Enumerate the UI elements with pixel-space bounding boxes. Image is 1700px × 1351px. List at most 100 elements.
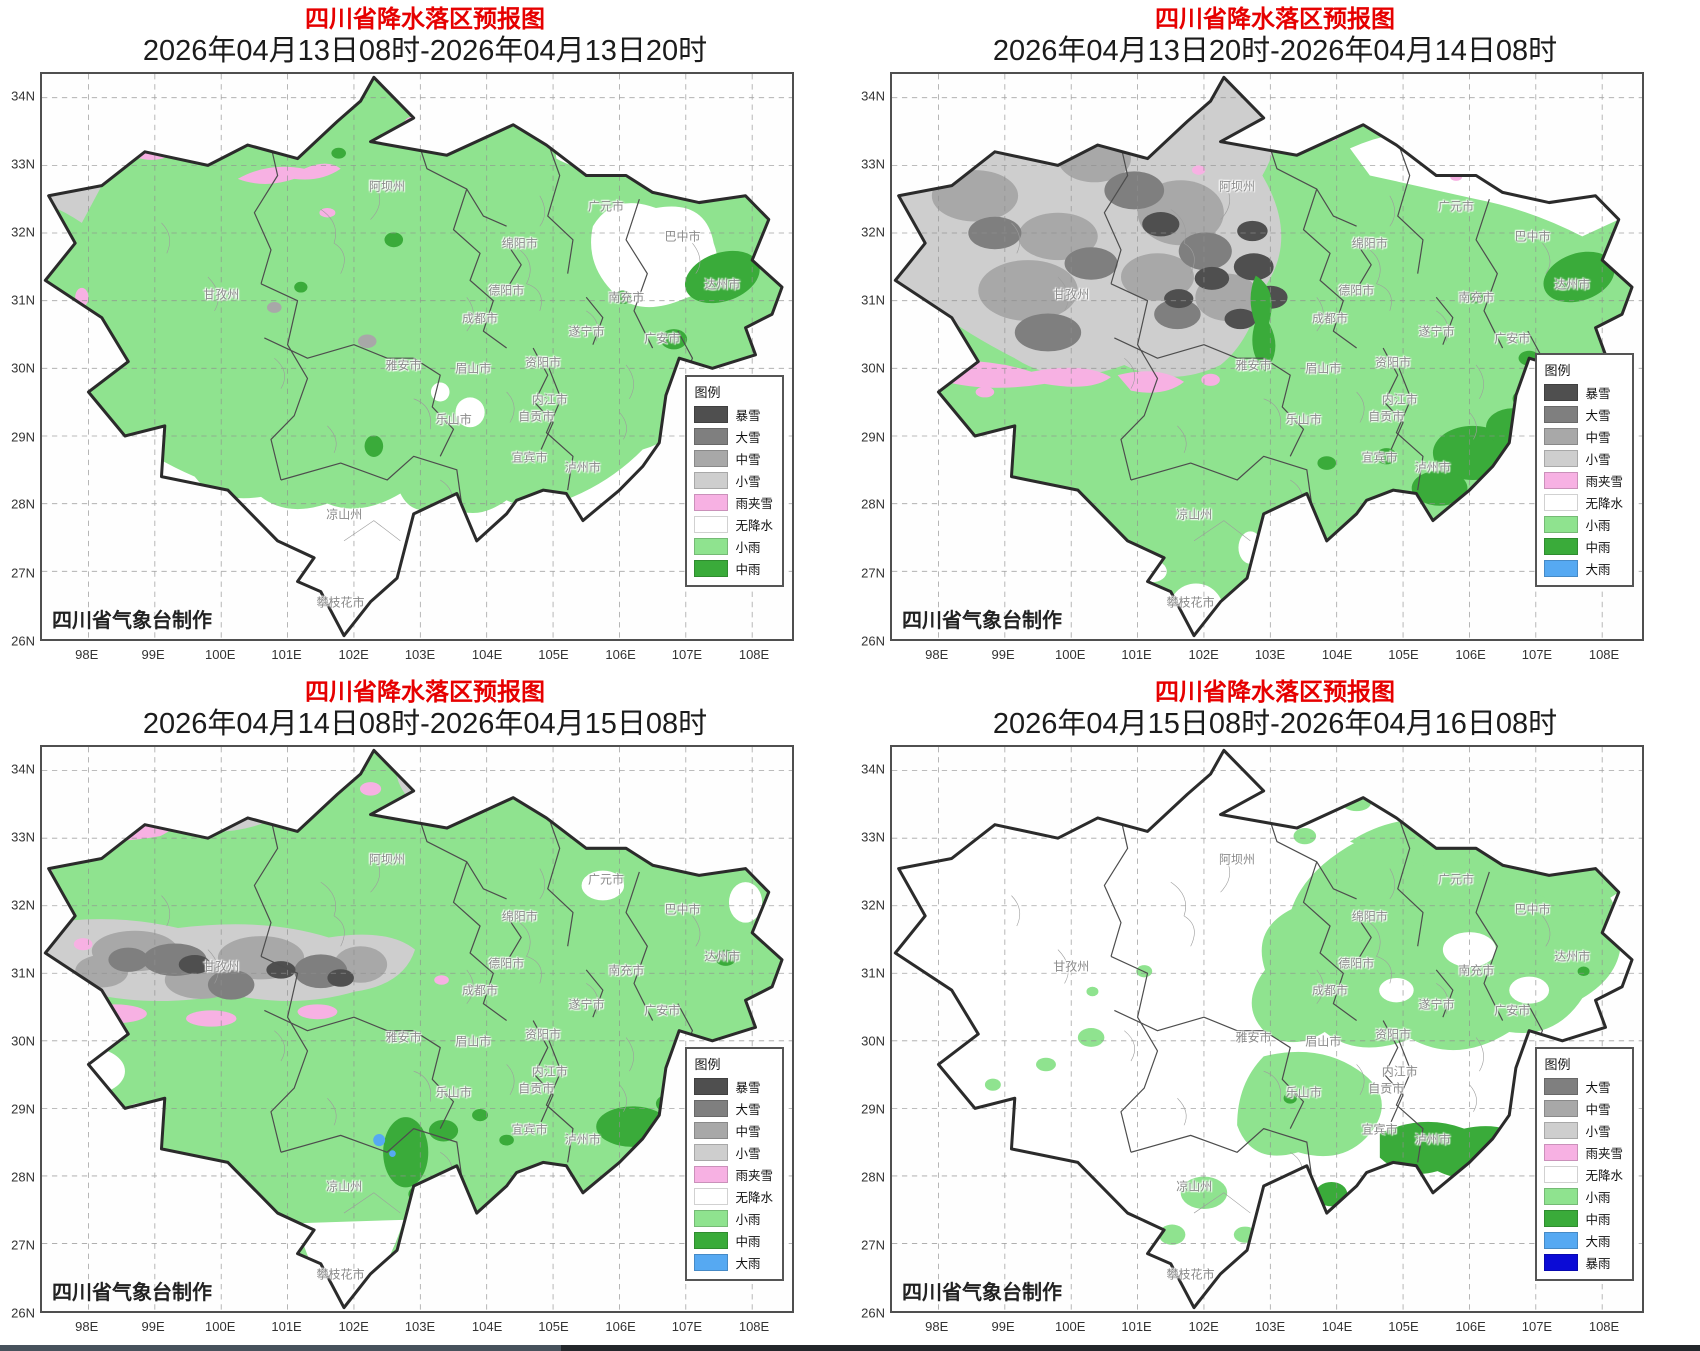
legend-title: 图例 <box>1544 1057 1571 1072</box>
lon-label: 103E <box>404 647 436 662</box>
lat-label: 30N <box>861 360 885 376</box>
legend-item: 雨夹雪 <box>694 493 773 512</box>
lon-label: 102E <box>1188 647 1219 662</box>
legend-swatch <box>1544 428 1579 445</box>
legend-label: 无降水 <box>1585 497 1623 511</box>
lon-label: 98E <box>75 1319 99 1334</box>
lat-label: 27N <box>861 1237 885 1253</box>
lon-label: 107E <box>671 647 703 662</box>
legend-label: 小雪 <box>1585 1125 1611 1139</box>
legend-item: 暴雪 <box>1544 383 1623 402</box>
legend-item: 小雨 <box>694 1209 773 1228</box>
credit-text: 四川省气象台制作 <box>902 1282 1062 1304</box>
lon-label: 98E <box>925 647 949 662</box>
legend-label: 小雨 <box>1585 1191 1611 1205</box>
legend-item: 雨夹雪 <box>1544 471 1623 490</box>
legend-swatch <box>694 1100 729 1117</box>
legend-items: 暴雪 大雪 中雪 小雪 雨夹雪 无降水 小雨 中雨 大雨 <box>694 1077 773 1272</box>
legend-label: 大雨 <box>735 1257 761 1271</box>
lon-label: 105E <box>538 1319 569 1334</box>
panel-date-range: 2026年04月13日08时-2026年04月13日20时 <box>142 35 708 67</box>
lon-label: 98E <box>925 1319 949 1334</box>
legend-swatch <box>1544 384 1579 401</box>
map-frame: 阿坝州 甘孜州 广元市 绵阳市 巴中市 达州市 德阳市 南充市 成都市 遂宁市 广安市 雅安市 眉山市资… <box>40 745 794 1313</box>
bottom-bar <box>0 1345 1700 1351</box>
legend-label: 中雨 <box>1585 541 1611 555</box>
legend-swatch <box>1544 1144 1579 1161</box>
legend-label: 雨夹雪 <box>735 1169 773 1183</box>
lat-label: 34N <box>11 88 35 104</box>
lon-label: 102E <box>1188 1319 1219 1334</box>
sichuan-map <box>892 74 1642 639</box>
legend-swatch <box>694 1122 729 1139</box>
legend-label: 暴雪 <box>1585 387 1611 401</box>
legend-swatch <box>694 1166 729 1183</box>
legend-label: 大雪 <box>1585 409 1611 423</box>
legend-item: 大雪 <box>694 1099 773 1118</box>
sichuan-map <box>42 74 792 639</box>
legend-swatch <box>1544 494 1579 511</box>
lat-label: 30N <box>11 1033 35 1049</box>
lon-label: 108E <box>738 1319 770 1334</box>
lon-label: 100E <box>1055 1319 1086 1334</box>
legend-label: 无降水 <box>735 1191 773 1205</box>
lon-label: 107E <box>671 1319 703 1334</box>
credit-text: 四川省气象台制作 <box>52 610 212 632</box>
lat-label: 30N <box>11 360 35 376</box>
legend-label: 中雪 <box>1585 1103 1611 1117</box>
lat-label: 27N <box>11 565 35 581</box>
lat-label: 32N <box>861 897 885 913</box>
lon-label: 108E <box>1588 1319 1620 1334</box>
legend-item: 中雨 <box>694 559 773 578</box>
panel-2026-04-14-08-to-15-08: 四川省降水落区预报图 2026年04月14日08时-2026年04月15日08时… <box>0 673 850 1345</box>
lon-label: 99E <box>141 647 165 662</box>
legend-item: 中雪 <box>694 1121 773 1140</box>
map-area: 34N 33N 32N 31N 30N 29N 28N 27N 26N <box>850 745 1700 1341</box>
lat-label: 28N <box>861 496 885 512</box>
legend: 图例 暴雪 大雪 中雪 小雪 雨夹雪 无降水 小雨 中雨 大雨 <box>685 1047 784 1281</box>
legend-item: 暴雨 <box>1544 1253 1623 1272</box>
legend-item: 中雪 <box>1544 427 1623 446</box>
lat-label: 32N <box>861 224 885 240</box>
lon-label: 99E <box>141 1319 165 1334</box>
legend-label: 无降水 <box>735 519 773 533</box>
map-area: 34N 33N 32N 31N 30N 29N 28N 27N 26N <box>0 745 850 1341</box>
legend-swatch <box>694 516 729 533</box>
legend: 图例 暴雪 大雪 中雪 小雪 雨夹雪 无降水 小雨 中雨 大雨 <box>1535 353 1634 587</box>
legend-label: 暴雪 <box>735 409 761 423</box>
legend-swatch <box>694 428 729 445</box>
legend-item: 大雪 <box>694 427 773 446</box>
legend-item: 暴雪 <box>694 405 773 424</box>
lon-label: 106E <box>605 1319 636 1334</box>
lat-axis: 34N 33N 32N 31N 30N 29N 28N 27N 26N <box>0 72 38 648</box>
legend-item: 大雨 <box>694 1253 773 1272</box>
map-frame: 阿坝州 甘孜州 广元市 绵阳市 巴中市 达州市 德阳市 南充市 成都市 遂宁市 广安市 雅安市 眉山市资… <box>890 72 1644 641</box>
lat-label: 28N <box>11 496 35 512</box>
legend-item: 小雪 <box>1544 449 1623 468</box>
lat-label: 30N <box>861 1033 885 1049</box>
lat-label: 26N <box>11 633 35 649</box>
lat-label: 32N <box>11 224 35 240</box>
lon-label: 104E <box>1321 647 1353 662</box>
legend-item: 中雨 <box>694 1231 773 1250</box>
lon-label: 102E <box>338 1319 369 1334</box>
lat-label: 33N <box>861 156 885 172</box>
legend-swatch <box>694 472 729 489</box>
legend-title: 图例 <box>694 385 721 400</box>
legend-label: 中雨 <box>735 1235 761 1249</box>
panel-title: 四川省降水落区预报图 <box>305 679 545 706</box>
lon-label: 108E <box>1588 647 1620 662</box>
lon-label: 100E <box>205 647 236 662</box>
lat-label: 31N <box>11 292 35 308</box>
legend-swatch <box>694 538 729 555</box>
legend-items: 暴雪 大雪 中雪 小雪 雨夹雪 无降水 小雨 中雨 大雨 <box>1544 383 1623 578</box>
legend-label: 暴雪 <box>735 1081 761 1095</box>
lon-label: 105E <box>1388 1319 1419 1334</box>
legend-swatch <box>1544 516 1579 533</box>
lat-label: 29N <box>11 429 35 445</box>
legend-swatch <box>1544 406 1579 423</box>
legend-label: 中雪 <box>1585 431 1611 445</box>
lat-label: 34N <box>11 761 35 777</box>
lon-label: 107E <box>1521 1319 1553 1334</box>
legend: 图例 大雪 中雪 小雪 雨夹雪 无降水 小雨 中雨 大雨 暴雨 <box>1535 1047 1634 1281</box>
